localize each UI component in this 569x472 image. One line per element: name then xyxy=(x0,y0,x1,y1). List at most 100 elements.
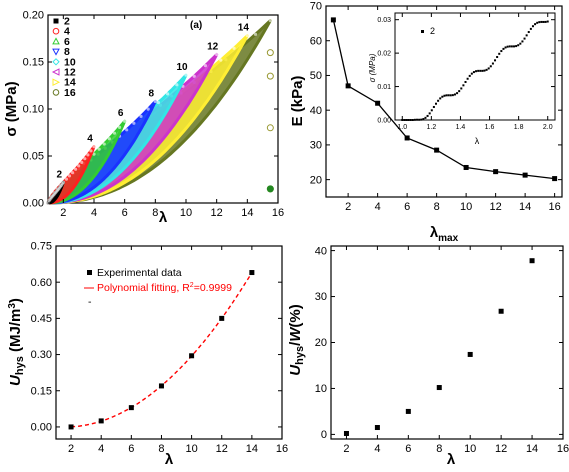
inset-legend-marker xyxy=(421,30,424,33)
inset-point xyxy=(538,21,541,24)
legend-label-4: 4 xyxy=(64,26,70,38)
data-point xyxy=(132,121,136,125)
data-point xyxy=(112,131,117,135)
inset-point xyxy=(515,45,518,48)
inset-point xyxy=(445,94,448,97)
inset-ylabel: σ (MPa) xyxy=(368,53,377,82)
x-tick-label: 1.2 xyxy=(426,124,436,131)
data-point xyxy=(268,19,272,23)
data-point xyxy=(153,99,157,104)
panel-d-marks xyxy=(343,258,535,436)
ratio-point xyxy=(374,425,380,431)
panel-b-ticks: 2 4 6 8 10 12 14 16 20 30 40 50 60 70 xyxy=(310,1,562,213)
x-tick-label: 2 xyxy=(68,443,74,455)
panel-d: 2 4 6 8 10 12 14 16 0 10 20 30 40 λ Uhys/W(%) xyxy=(287,245,569,468)
inset-point xyxy=(456,92,459,95)
x-tick-label: 2.0 xyxy=(543,124,553,131)
inset-point xyxy=(517,44,520,47)
ratio-point xyxy=(436,385,442,391)
y-tick-label: 60 xyxy=(310,35,322,47)
inset-point xyxy=(407,119,410,121)
x-tick-label: 6 xyxy=(122,207,128,219)
legend-marker-6 xyxy=(52,37,60,45)
panel-c-ylabel: Uhys (MJ/m3) xyxy=(7,298,26,386)
panel-b: 2 4 6 8 10 12 14 16 20 30 40 50 60 70 λmax E (kPa) 1.… xyxy=(289,1,563,244)
legend-label-6: 6 xyxy=(64,36,70,48)
x-tick-label: 10 xyxy=(185,443,197,455)
x-tick-label: 1.4 xyxy=(456,124,466,131)
inset-point xyxy=(466,77,469,80)
inset-point xyxy=(525,34,528,37)
y-tick-label: 40 xyxy=(310,105,322,117)
y-tick-label: 0.02 xyxy=(377,50,391,57)
inset-point xyxy=(441,95,444,98)
x-tick-label: 12 xyxy=(211,207,223,219)
panel-d-ylabel: Uhys/W(%) xyxy=(287,304,306,375)
panel-c-legend: Experimental data Polynomial fitting, R2… xyxy=(84,267,232,308)
inset-point xyxy=(491,62,494,65)
x-tick-label: 1.8 xyxy=(514,124,524,131)
inset-point xyxy=(496,56,499,59)
inset-point xyxy=(428,112,431,115)
inset-point xyxy=(460,87,463,90)
inset-point xyxy=(422,118,425,121)
inset-point xyxy=(451,94,454,97)
inset-point xyxy=(443,94,446,97)
y-tick-label: 0.00 xyxy=(23,198,44,210)
inset-point xyxy=(529,27,532,30)
modulus-point xyxy=(552,176,558,182)
data-point xyxy=(86,153,90,157)
panel-d-ticks: 2 4 6 8 10 12 14 16 0 10 20 30 40 xyxy=(315,245,569,455)
data-point xyxy=(117,125,122,129)
data-point xyxy=(92,145,96,149)
panel-b-ylabel: E (kPa) xyxy=(289,76,306,127)
x-tick-label: 8 xyxy=(152,207,158,219)
curve-label: 14 xyxy=(238,23,250,34)
uhys-point xyxy=(158,383,164,389)
data-point xyxy=(232,46,236,50)
curve-label: 8 xyxy=(149,88,155,99)
x-tick-label: 2 xyxy=(345,201,351,213)
y-tick-label: 0.15 xyxy=(31,385,52,397)
modulus-point xyxy=(522,172,528,178)
inset-point xyxy=(510,45,513,48)
inset-legend-label: 2 xyxy=(430,26,435,36)
y-tick-label: 0.03 xyxy=(377,17,391,24)
inset-point xyxy=(430,109,433,112)
uhys-point xyxy=(189,353,195,359)
x-tick-label: 1.0 xyxy=(397,124,407,131)
ratio-point xyxy=(467,351,473,357)
data-point xyxy=(107,137,111,141)
x-tick-label: 12 xyxy=(490,201,502,213)
ratio-point xyxy=(498,308,504,314)
uhys-point xyxy=(219,315,225,321)
panel-a-ticks: 2 4 6 8 10 12 14 160.000.050.100.150.20 xyxy=(23,10,285,219)
uhys-point xyxy=(249,270,255,276)
modulus-point xyxy=(434,147,440,153)
legend-marker-12 xyxy=(51,68,60,76)
panel-c-ticks: 2 4 6 8 10 12 14 16 0.00 0.15 0.30 0.45 0.60 0.75 xyxy=(31,241,289,455)
panel-b-xlabel: λmax xyxy=(430,224,459,244)
inset-point xyxy=(464,80,467,83)
modulus-point xyxy=(375,100,381,106)
x-tick-label: 4 xyxy=(91,207,97,219)
inset-point xyxy=(508,45,511,48)
data-point xyxy=(253,32,258,36)
y-tick-label: 20 xyxy=(315,337,327,349)
modulus-point xyxy=(463,164,469,170)
panel-c-marks xyxy=(68,270,255,430)
inset-point xyxy=(481,69,484,72)
panel-a-label: (a) xyxy=(190,20,202,31)
series-16-point xyxy=(266,72,274,80)
panel-d-xlabel: λ xyxy=(447,451,456,468)
x-tick-label: 12 xyxy=(495,443,507,455)
x-tick-label: 4 xyxy=(98,443,104,455)
inset-point xyxy=(523,37,526,40)
modulus-point xyxy=(330,17,336,23)
x-tick-label: 16 xyxy=(549,201,561,213)
inset-point xyxy=(468,74,471,77)
y-tick-label: 0.45 xyxy=(31,313,52,325)
y-tick-label: 70 xyxy=(310,1,322,13)
y-tick-label: 0.15 xyxy=(23,57,44,69)
